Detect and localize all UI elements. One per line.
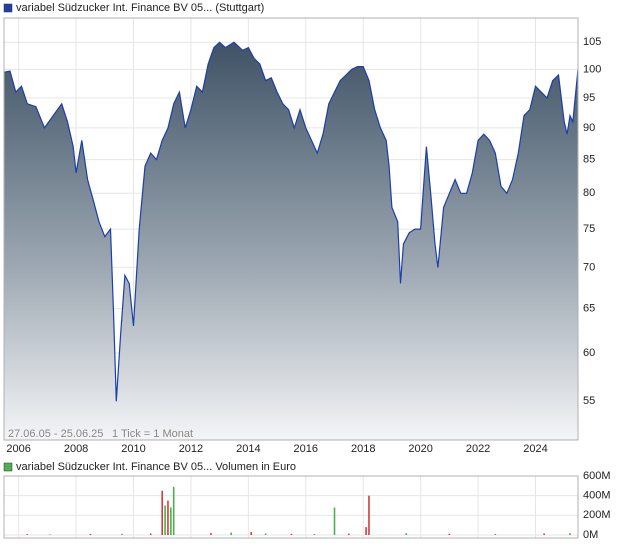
y-tick-label: 70 [583, 261, 595, 273]
volume-bar [348, 533, 350, 535]
volume-bar [149, 533, 152, 535]
y-tick-label: 0M [583, 529, 598, 541]
volume-bar [448, 533, 451, 535]
volume-bar [250, 532, 253, 535]
volume-bar [313, 534, 316, 535]
legend-swatch [3, 462, 13, 472]
area-fill [4, 42, 578, 441]
y-tick-label: 600M [583, 470, 611, 482]
volume-bar [290, 533, 293, 535]
y-tick-label: 80 [583, 187, 595, 199]
volume-bar [333, 507, 336, 535]
x-tick-label: 2014 [236, 443, 260, 455]
y-tick-label: 75 [583, 223, 595, 235]
volume-bar [494, 534, 497, 535]
volume-bar [210, 533, 212, 535]
annotation: 27.06.05 - 25.06.25 [8, 428, 103, 440]
plot-frame [3, 475, 579, 539]
x-tick-label: 2006 [6, 443, 30, 455]
x-tick-label: 2012 [179, 443, 203, 455]
legend-label: variabel Südzucker Int. Finance BV 05...… [16, 2, 264, 14]
plot-frame [3, 17, 579, 441]
volume-bar [264, 533, 267, 535]
volume-bar [365, 527, 367, 535]
volume-bar [167, 500, 169, 535]
y-tick-label: 200M [583, 509, 611, 521]
x-tick-label: 2008 [64, 443, 88, 455]
volume-bar [405, 533, 408, 535]
x-tick-label: 2018 [351, 443, 375, 455]
volume-bar [26, 534, 29, 535]
volume-bar [164, 505, 166, 535]
x-tick-label: 2022 [466, 443, 490, 455]
x-tick-label: 2024 [523, 443, 547, 455]
volume-bar [543, 533, 545, 535]
volume-bar [161, 490, 164, 535]
legend-swatch [3, 3, 13, 13]
volume-bar [170, 507, 172, 535]
y-tick-label: 85 [583, 154, 595, 166]
x-tick-label: 2016 [294, 443, 318, 455]
volume-bar [89, 534, 92, 535]
volume-bar [121, 533, 123, 535]
y-tick-label: 105 [583, 36, 601, 48]
volume-bar [230, 532, 232, 535]
volume-bar [368, 495, 370, 535]
y-tick-label: 95 [583, 92, 595, 104]
y-tick-label: 100 [583, 63, 601, 75]
x-tick-label: 2010 [121, 443, 145, 455]
annotation: 1 Tick = 1 Monat [112, 428, 193, 440]
volume-bar [49, 534, 52, 535]
volume-bar [569, 533, 571, 535]
y-tick-label: 90 [583, 122, 595, 134]
volume-bar [172, 486, 175, 535]
y-tick-label: 65 [583, 302, 595, 314]
y-tick-label: 400M [583, 490, 611, 502]
legend-label: variabel Südzucker Int. Finance BV 05...… [16, 461, 296, 473]
y-tick-label: 60 [583, 347, 595, 359]
x-tick-label: 2020 [408, 443, 432, 455]
y-tick-label: 55 [583, 395, 595, 407]
price-line [4, 41, 579, 402]
